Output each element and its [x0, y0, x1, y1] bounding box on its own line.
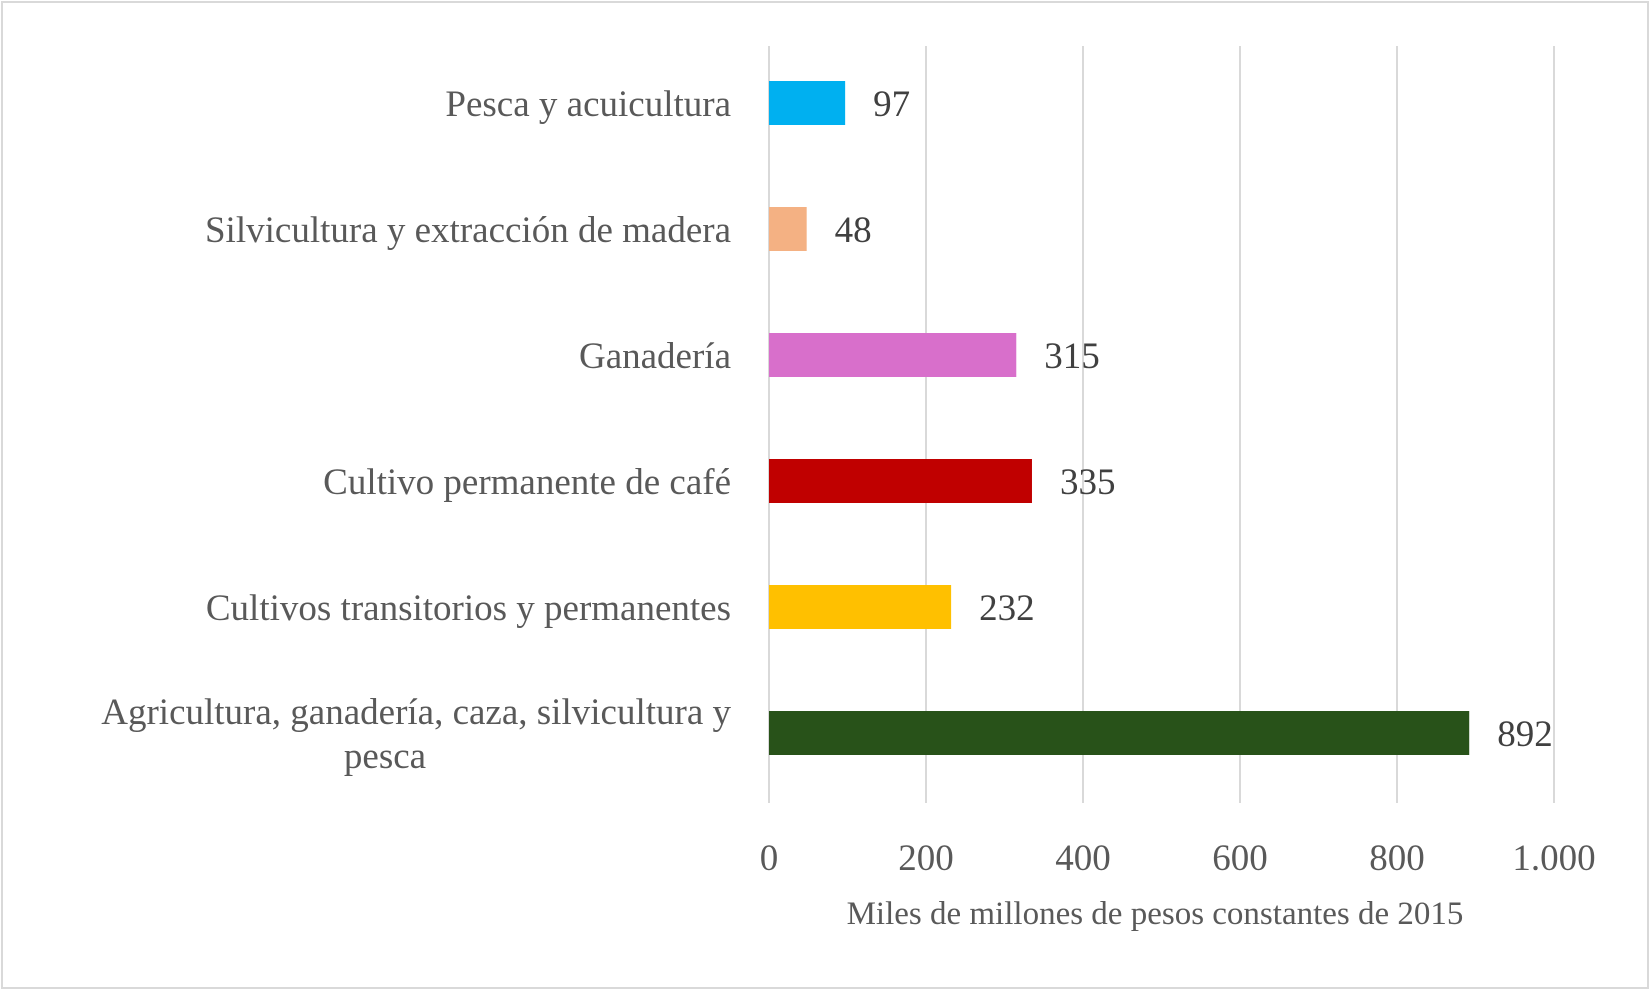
x-tick-label: 1.000	[1512, 838, 1595, 879]
category-label: Cultivo permanente de café	[323, 462, 731, 503]
data-label: 97	[873, 84, 910, 125]
bar	[769, 81, 846, 125]
bar	[769, 207, 807, 251]
x-tick-label: 600	[1212, 838, 1268, 879]
data-label: 335	[1060, 462, 1116, 503]
x-tick-label: 400	[1055, 838, 1111, 879]
category-label: Cultivos transitorios y permanentes	[206, 588, 731, 629]
x-axis-title: Miles de millones de pesos constantes de…	[847, 896, 1464, 932]
category-label: Ganadería	[579, 336, 731, 377]
category-label: Silvicultura y extracción de madera	[205, 210, 731, 251]
category-label: Agricultura, ganadería, caza, silvicultu…	[101, 692, 731, 733]
data-label: 232	[979, 588, 1035, 629]
data-label: 892	[1497, 714, 1553, 755]
bars	[769, 81, 1470, 755]
labels: 0 200 400 600 800 1.000 97 Pesca y acuicultura 4…	[101, 84, 1595, 879]
bar	[769, 333, 1017, 377]
category-label: pesca	[344, 736, 426, 777]
x-tick-label: 800	[1369, 838, 1425, 879]
bar	[769, 585, 952, 629]
gridlines	[768, 46, 1555, 803]
data-label: 48	[835, 210, 872, 251]
bar	[769, 711, 1470, 755]
x-tick-label: 200	[898, 838, 954, 879]
x-tick-label: 0	[760, 838, 779, 879]
category-label: Pesca y acuicultura	[445, 84, 731, 125]
data-label: 315	[1044, 336, 1100, 377]
bar	[769, 459, 1032, 503]
